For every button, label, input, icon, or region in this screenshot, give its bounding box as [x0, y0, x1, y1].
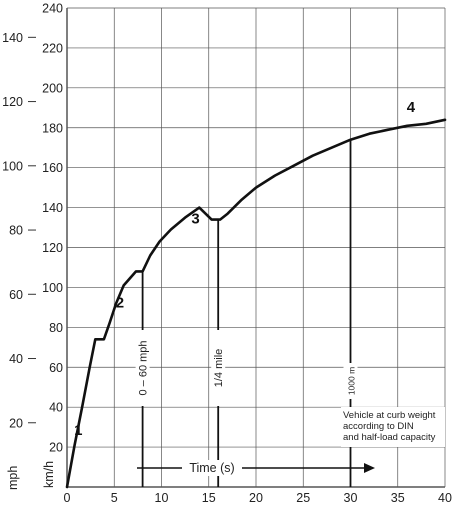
marker-label-bg — [135, 330, 150, 406]
y-kmh-tick-label: 140 — [42, 201, 63, 215]
note-line-2: according to DIN — [343, 421, 414, 432]
note-line-3: and half-load capacity — [343, 432, 436, 443]
x-axis-title-bg — [184, 460, 240, 476]
y-kmh-tick-label: 60 — [49, 361, 63, 375]
x-tick-label: 30 — [344, 491, 358, 505]
y-kmh-tick-label: 40 — [49, 401, 63, 415]
marker-layer — [135, 139, 358, 487]
marker-label-bg — [211, 330, 226, 406]
marker-label: 1000 m — [347, 367, 357, 395]
x-tick-label: 35 — [391, 491, 405, 505]
y-kmh-tick-label: 180 — [42, 121, 63, 135]
unit-mph-label: mph — [6, 466, 20, 490]
y-mph-tick-label: 20 — [9, 416, 23, 430]
y-kmh-tick-label: 20 — [49, 441, 63, 455]
unit-kmh-label: km/h — [42, 461, 56, 488]
marker-label-bg — [343, 363, 358, 399]
x-tick-label: 5 — [111, 491, 118, 505]
x-tick-label: 25 — [296, 491, 310, 505]
phase-label: 1 — [74, 422, 82, 439]
x-tick-label: 10 — [155, 491, 169, 505]
y-kmh-tick-label: 240 — [42, 2, 63, 16]
x-axis-title-group: Time (s) — [137, 460, 375, 476]
arrow-head-icon — [364, 463, 375, 473]
marker-label: 0 – 60 mph — [138, 340, 150, 395]
y-kmh-tick-label: 120 — [42, 241, 63, 255]
y-mph-tick-label: 80 — [9, 224, 23, 238]
y-mph-tick-label: 140 — [2, 31, 23, 45]
phase-label: 2 — [116, 294, 124, 311]
y-kmh-tick-label: 100 — [42, 281, 63, 295]
y-kmh-tick-label: 220 — [42, 41, 63, 55]
y-kmh-tick-label: 80 — [49, 321, 63, 335]
y-kmh-tick-label: 200 — [42, 81, 63, 95]
phase-label: 3 — [191, 211, 199, 228]
phase-label: 4 — [407, 99, 416, 116]
note-bg — [341, 407, 445, 447]
curve-layer — [65, 118, 447, 489]
grid-layer — [28, 7, 446, 488]
y-mph-tick-label: 100 — [2, 159, 23, 173]
x-tick-label: 40 — [438, 491, 452, 505]
y-mph-tick-label: 120 — [2, 95, 23, 109]
x-axis-title: Time (s) — [189, 461, 234, 475]
acceleration-curve — [65, 118, 447, 489]
note-box: Vehicle at curb weight according to DIN … — [341, 407, 445, 447]
x-tick-label: 0 — [64, 491, 71, 505]
note-line-1: Vehicle at curb weight — [343, 410, 436, 421]
marker-label: 1/4 mile — [213, 349, 225, 388]
y-mph-tick-label: 60 — [9, 288, 23, 302]
x-tick-label: 20 — [249, 491, 263, 505]
x-tick-label: 15 — [202, 491, 216, 505]
y-kmh-tick-label: 160 — [42, 161, 63, 175]
y-mph-tick-label: 40 — [9, 352, 23, 366]
